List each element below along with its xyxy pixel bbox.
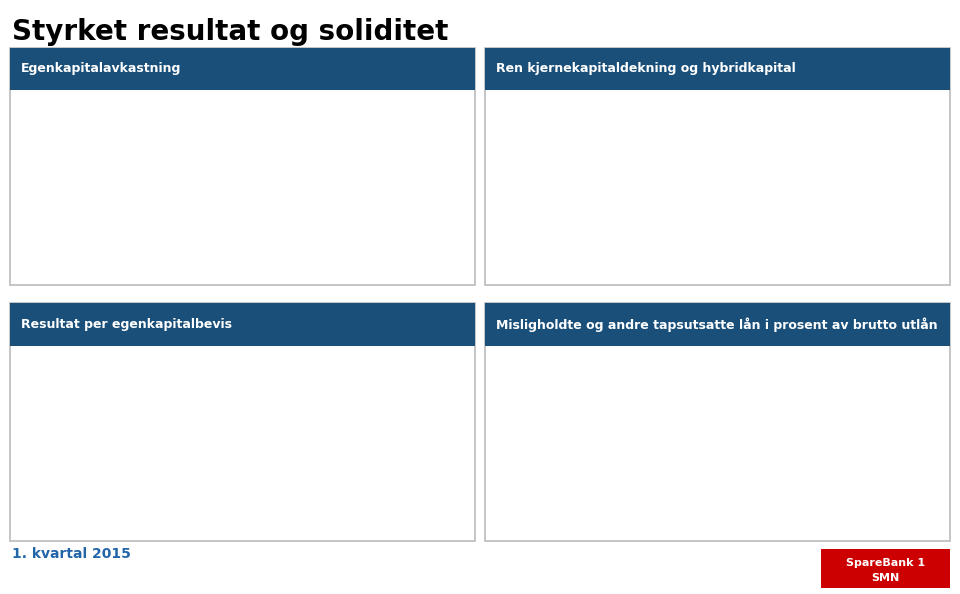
Bar [786,151,835,168]
Text: 5,21: 5,21 [71,436,96,446]
Text: 14,1%: 14,1% [402,150,438,160]
Text: 10,0: 10,0 [545,217,572,226]
Text: 1,9: 1,9 [804,154,819,165]
Text: 2,18: 2,18 [407,479,432,488]
Text: 11,7%: 11,7% [66,168,102,178]
Text: 0,44%: 0,44% [793,407,828,417]
Bar [703,167,752,266]
Text: 11,1: 11,1 [629,211,657,222]
Text: 12,9: 12,9 [799,139,824,148]
Bar [618,409,667,521]
Bar [396,163,444,266]
Text: 1,3: 1,3 [551,167,566,177]
Bar [60,181,108,266]
Text: 14,3: 14,3 [882,128,907,138]
Bar [618,168,667,266]
Bar [535,166,584,178]
Bar [311,137,360,266]
Bar [228,398,276,521]
Text: 0,38%: 0,38% [877,421,913,431]
Text: 15,1%: 15,1% [234,143,269,153]
Bar [871,432,920,521]
Bar [703,428,752,521]
Bar [143,425,192,521]
Text: 11,1: 11,1 [797,211,825,222]
Text: 6,92: 6,92 [156,412,180,422]
Text: 2,48: 2,48 [324,475,348,484]
Text: Resultat per egenkapitalbevis: Resultat per egenkapitalbevis [21,318,232,331]
Text: SMN: SMN [872,573,900,583]
Bar [786,168,835,266]
Bar [396,491,444,521]
Text: Misligholdte og andre tapsutsatte lån i prosent av brutto utlån: Misligholdte og andre tapsutsatte lån i … [496,317,938,331]
Text: 1,9: 1,9 [887,144,902,154]
Bar [228,156,276,266]
Text: 1,8: 1,8 [719,154,734,164]
Bar [871,140,920,157]
Bar [703,151,752,167]
Text: 13,0: 13,0 [714,139,739,148]
Text: Ren kjernekapitaldekning og hybridkapital: Ren kjernekapitaldekning og hybridkapita… [496,62,796,75]
Text: SpareBank 1: SpareBank 1 [846,558,925,568]
Text: Styrket resultat og soliditet: Styrket resultat og soliditet [12,18,448,46]
Text: 0,40%: 0,40% [709,416,745,426]
Text: 1,9: 1,9 [636,154,651,165]
Bar [143,169,192,266]
Text: 11,4: 11,4 [546,154,571,164]
Text: 8,82: 8,82 [239,386,264,396]
Text: 0,49%: 0,49% [541,395,577,405]
Bar [871,157,920,266]
Bar [311,486,360,521]
Text: Egenkapitalavkastning: Egenkapitalavkastning [21,62,181,75]
Text: 17,7%: 17,7% [318,124,353,134]
Text: 13,0: 13,0 [631,139,655,148]
Bar [535,407,584,521]
Text: 12,3: 12,3 [881,206,908,216]
Text: 0,48%: 0,48% [625,397,660,407]
Bar [60,448,108,521]
Text: 1. kvartal 2015: 1. kvartal 2015 [12,547,131,561]
Bar [786,419,835,521]
Bar [618,151,667,168]
Text: 11,2: 11,2 [713,211,741,221]
Bar [535,178,584,266]
Text: 13,3%: 13,3% [150,156,185,166]
